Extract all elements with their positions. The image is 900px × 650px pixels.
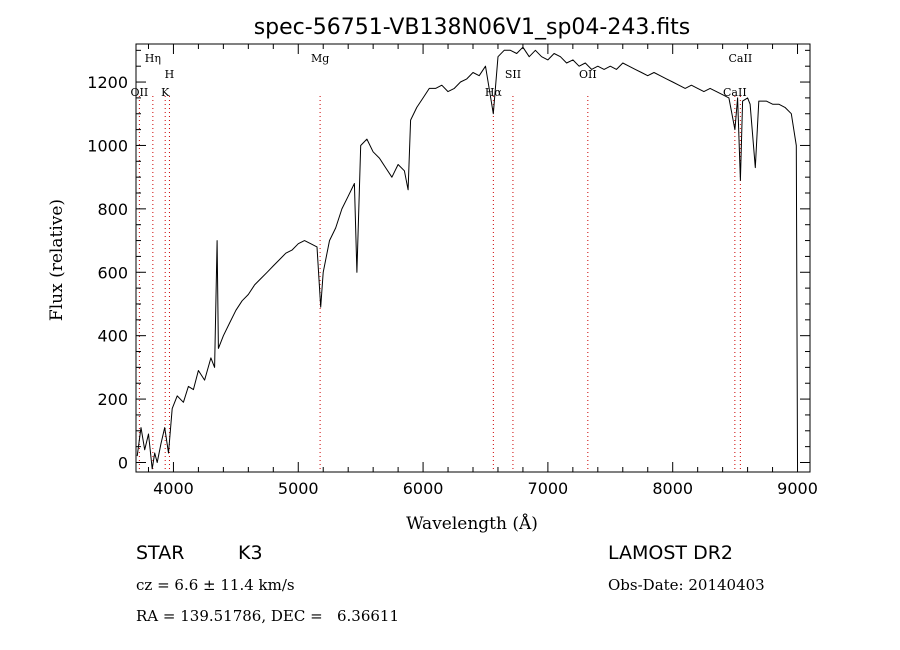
obs-date: Obs-Date: 20140403 [608,576,765,594]
x-tick-label-4: 8000 [652,479,693,498]
y-tick-label-2: 400 [97,327,128,346]
x-tick-label-0: 4000 [153,479,194,498]
marker-label-5: Hα [485,86,503,99]
y-tick-label-6: 1200 [87,73,128,92]
y-axis-label: Flux (relative) [47,199,67,321]
y-tick-label-4: 800 [97,200,128,219]
y-tick-label-5: 1000 [87,136,128,155]
ra-dec: RA = 139.51786, DEC = 6.36611 [136,607,399,625]
marker-label-7: SII [505,68,521,81]
object-subclass: K3 [238,542,263,564]
spectrum-series [136,46,798,470]
spectrum-line-0 [136,46,798,470]
axis-ticks: 4000 5000 6000 7000 8000 9000 0 200 400 600 800 100… [87,44,818,498]
marker-label-2: H [165,68,175,81]
marker-label-8: CaII [729,52,753,65]
marker-label-1: OII [131,86,149,99]
x-axis-label: Wavelength (Å) [406,513,538,534]
survey-name: LAMOST DR2 [608,542,733,564]
x-tick-label-2: 6000 [403,479,444,498]
y-tick-label-0: 0 [118,453,128,472]
marker-label-3: K [161,86,170,99]
marker-label-4: Mg [311,52,329,65]
x-tick-label-5: 9000 [777,479,818,498]
plot-frame [135,43,811,473]
spectral-line-markers: Hη OII HK Mg Hα OII SII CaII CaII [131,52,753,472]
redshift-cz: cz = 6.6 ± 11.4 km/s [136,576,295,594]
y-tick-label-3: 600 [97,263,128,282]
marker-label-0: Hη [145,52,161,65]
chart-title: spec-56751-VB138N06V1_sp04-243.fits [254,15,691,40]
marker-label-9: CaII [723,86,747,99]
y-tick-label-1: 200 [97,390,128,409]
marker-label-6: OII [579,68,597,81]
x-tick-label-3: 7000 [528,479,569,498]
x-tick-label-1: 5000 [278,479,319,498]
object-type: STAR [136,542,184,564]
